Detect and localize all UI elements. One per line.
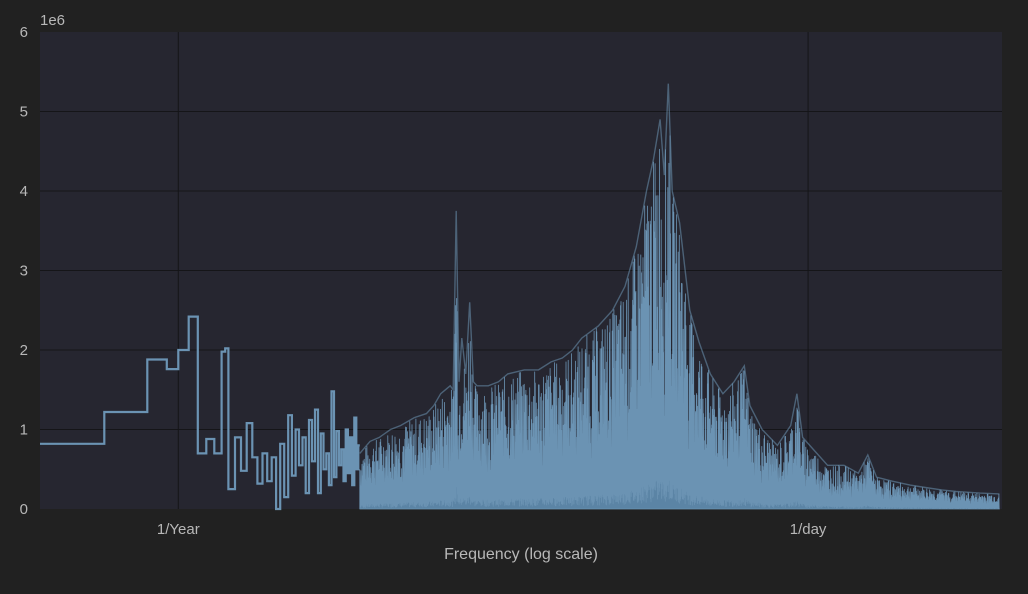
y-tick-label: 1 [20,422,28,439]
x-axis-label: Frequency (log scale) [444,546,598,563]
y-tick-label: 5 [20,104,28,121]
series-layer [40,83,1000,511]
axes: 0 1 2 3 4 5 6 1/Year 1/day [20,24,827,538]
y-tick-label: 2 [20,342,28,359]
series-area-high-frequency [359,135,1000,510]
grid-lines [40,32,1002,509]
series-line-low-frequency [40,315,360,511]
y-axis-multiplier-label: 1e6 [40,12,65,29]
x-tick-label: 1/Year [157,521,200,538]
y-tick-label: 0 [20,501,28,518]
y-tick-label: 3 [20,263,28,280]
series-envelope-line [359,83,1000,495]
y-tick-label: 6 [20,24,28,41]
x-tick-label: 1/day [790,521,827,538]
y-tick-label: 4 [20,183,28,200]
